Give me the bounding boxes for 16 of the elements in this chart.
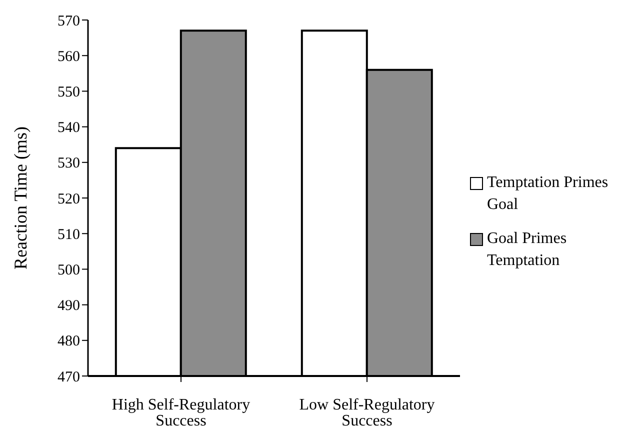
x-tick-label: Low Self-Regulatory Success bbox=[299, 396, 435, 430]
y-tick-label: 510 bbox=[58, 226, 80, 243]
y-tick-label: 550 bbox=[58, 84, 80, 101]
y-tick-label: 570 bbox=[58, 13, 80, 30]
y-tick-label: 560 bbox=[58, 48, 80, 65]
y-tick-label: 520 bbox=[58, 191, 80, 208]
y-tick-label: 480 bbox=[58, 334, 80, 350]
y-axis-title: Reaction Time (ms) bbox=[10, 126, 30, 270]
legend-label: Temptation Primes Goal bbox=[487, 173, 610, 215]
y-tick-label: 470 bbox=[58, 369, 80, 386]
y-tick-label: 490 bbox=[58, 298, 80, 314]
y-tick-label: 530 bbox=[58, 156, 80, 172]
y-tick-label: 540 bbox=[58, 120, 80, 136]
legend-label: Goal Primes Temptation bbox=[487, 229, 568, 271]
y-tick-label: 500 bbox=[58, 262, 80, 279]
x-tick-label: High Self-Regulatory Success bbox=[112, 396, 250, 430]
